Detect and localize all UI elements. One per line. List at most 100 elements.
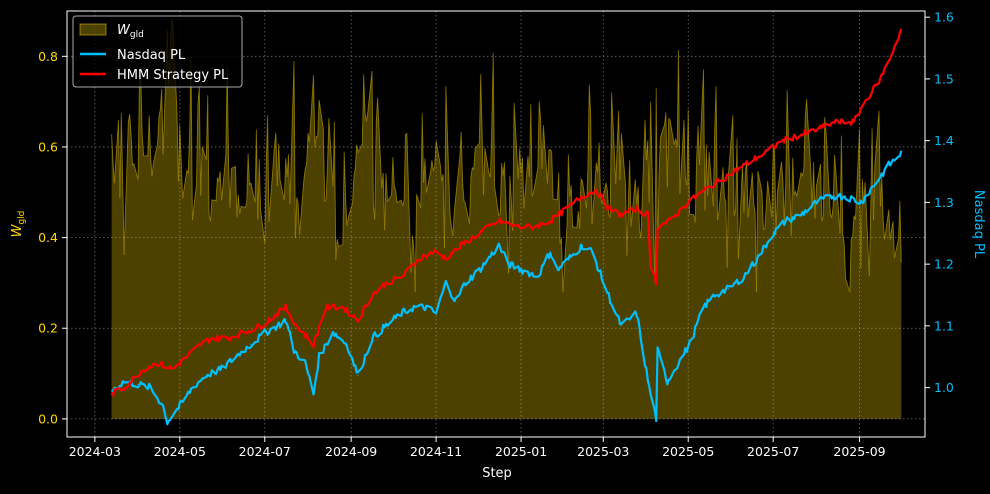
hmm-strategy-pl-path-point-23 [445, 257, 447, 259]
hmm-strategy-pl-path-point-15 [325, 306, 327, 308]
nasdaq-pl-path-point-0 [111, 390, 113, 392]
hmm-strategy-pl-path-point-3 [156, 362, 159, 364]
x-tick-label-9: 2025-09 [833, 444, 885, 459]
hmm-strategy-pl-path-point-44 [743, 164, 745, 166]
x-tick-label-5: 2025-01 [495, 444, 547, 459]
nasdaq-pl-path-point-61 [845, 195, 847, 197]
x-tick-label-6: 2025-03 [577, 444, 629, 459]
hmm-strategy-pl-path-point-24 [460, 245, 462, 247]
hmm-strategy-pl-path-point-41 [687, 201, 689, 203]
nasdaq-pl-path-point-52 [714, 294, 716, 296]
hmm-strategy-pl-path-point-16 [342, 306, 344, 308]
nasdaq-pl-path-point-48 [666, 380, 668, 382]
nasdaq-pl-path-point-54 [743, 275, 745, 278]
hmm-strategy-pl-path-point-1 [123, 387, 125, 389]
nasdaq-pl-path-point-56 [772, 232, 774, 234]
hmm-strategy-pl-path-point-31 [581, 195, 584, 197]
hmm-strategy-pl-path-point-25 [478, 232, 480, 234]
right-tick-label-0: 1.0 [934, 380, 954, 395]
nasdaq-pl-path-point-45 [648, 387, 650, 389]
x-tick-label-0: 2024-03 [69, 444, 121, 459]
nasdaq-pl-path-point-12 [265, 331, 267, 333]
left-tick-label-2: 0.4 [38, 230, 58, 245]
nasdaq-pl-path-point-60 [831, 195, 833, 197]
nasdaq-pl-path-point-31 [478, 269, 480, 271]
right-tick-label-4: 1.4 [934, 133, 954, 148]
nasdaq-pl-path-point-13 [276, 325, 278, 327]
nasdaq-pl-path-point-49 [677, 362, 680, 364]
hmm-strategy-pl-path-point-54 [900, 28, 902, 31]
nasdaq-pl-path-point-22 [371, 337, 373, 339]
nasdaq-pl-path-point-41 [605, 288, 607, 290]
nasdaq-pl-path-point-40 [591, 251, 593, 253]
hmm-strategy-pl-path-point-46 [782, 140, 784, 142]
nasdaq-pl-path-point-37 [556, 269, 558, 271]
nasdaq-pl-path-point-46 [655, 417, 657, 420]
nasdaq-pl-path-point-64 [888, 164, 890, 166]
x-tick-label-4: 2024-11 [410, 444, 462, 459]
nasdaq-pl-path-point-34 [521, 269, 524, 271]
hmm-strategy-pl-line [110, 28, 903, 397]
x-axis-ticks: 2024-03 2024-05 2024-07 2024-09 2024-11 2025-… [69, 437, 886, 459]
nasdaq-pl-path-point-20 [346, 343, 348, 345]
gld-area-fill [111, 20, 902, 419]
nasdaq-pl-path-point-27 [435, 312, 437, 315]
right-tick-label-2: 1.2 [934, 257, 954, 272]
nasdaq-pl-path-point-65 [900, 152, 902, 154]
plot-frame [66, 10, 926, 438]
legend-label-nasdaq: Nasdaq PL [117, 48, 186, 63]
left-tick-label-0: 0.0 [38, 411, 58, 426]
nasdaq-pl-path-point-11 [250, 343, 252, 345]
hmm-strategy-pl-path-point-51 [863, 103, 865, 105]
hmm-strategy-pl-path-point-14 [312, 343, 315, 345]
nasdaq-pl-path-point-5 [166, 421, 168, 423]
nasdaq-pl-path-point-44 [636, 312, 638, 315]
hmm-strategy-pl-path-point-49 [833, 121, 836, 123]
nasdaq-pl-path-point-21 [357, 374, 359, 376]
nasdaq-pl-path-point-18 [318, 356, 320, 358]
left-tick-label-4: 0.8 [38, 49, 58, 64]
x-tick-label-7: 2025-05 [662, 444, 714, 459]
hmm-strategy-pl-path-point-4 [172, 368, 174, 370]
hmm-strategy-pl-path-point-19 [386, 282, 388, 284]
nasdaq-pl-path-point-4 [162, 405, 164, 407]
hmm-strategy-pl-path-point-52 [879, 78, 882, 80]
nasdaq-pl-path [111, 150, 903, 426]
legend-swatch-gld [79, 23, 107, 36]
hmm-strategy-pl-path-point-35 [636, 208, 638, 210]
x-tick-label-3: 2024-09 [325, 444, 377, 459]
left-axis-ticks: 0.0 0.2 0.4 0.6 0.8 [38, 49, 67, 426]
nasdaq-pl-path-point-15 [293, 350, 295, 352]
hmm-strategy-pl-path-point-20 [402, 275, 404, 278]
nasdaq-pl-path-point-29 [455, 300, 457, 302]
legend-box [72, 15, 243, 88]
hmm-strategy-pl-path-point-11 [276, 312, 278, 315]
hmm-strategy-pl-path-point-37 [650, 263, 652, 265]
gld-weight-area [111, 19, 902, 419]
x-tick-label-8: 2025-07 [747, 444, 799, 459]
nasdaq-pl-path-point-8 [205, 374, 207, 376]
nasdaq-pl-path-point-3 [150, 387, 152, 389]
hmm-strategy-pl-path-point-30 [566, 208, 568, 210]
nasdaq-pl-path-point-24 [400, 312, 402, 315]
hmm-strategy-pl-path-point-36 [647, 214, 649, 216]
nasdaq-pl-path-point-2 [137, 383, 139, 386]
nasdaq-pl-path-point-57 [785, 220, 787, 222]
hmm-strategy-pl-path [110, 28, 903, 397]
gld-area-edge [111, 19, 902, 293]
hmm-strategy-pl-path-point-2 [143, 368, 145, 370]
nasdaq-pl-path-point-9 [221, 368, 223, 370]
nasdaq-pl-path-point-16 [304, 362, 306, 364]
hmm-strategy-pl-path-point-45 [764, 152, 766, 154]
hmm-strategy-pl-path-point-8 [228, 337, 230, 339]
hmm-strategy-pl-path-point-28 [533, 226, 535, 228]
nasdaq-pl-path-point-47 [657, 350, 659, 352]
grid [67, 11, 925, 437]
hmm-strategy-pl-path-point-53 [891, 53, 893, 55]
x-tick-label-1: 2024-05 [154, 444, 206, 459]
hmm-strategy-pl-path-point-18 [371, 294, 373, 296]
nasdaq-pl-path-point-23 [385, 325, 387, 327]
hmm-strategy-pl-path-point-26 [498, 220, 500, 222]
nasdaq-pl-path-point-10 [234, 356, 237, 358]
